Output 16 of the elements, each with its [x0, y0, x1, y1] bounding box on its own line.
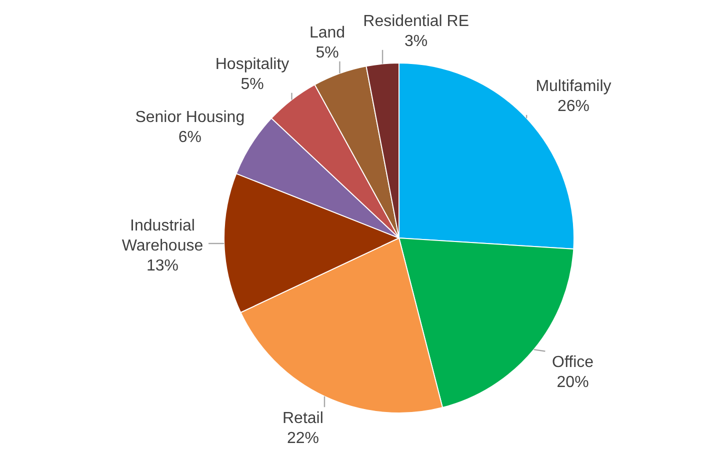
data-label: 13% [146, 258, 179, 275]
slice-label: Multifamily [536, 78, 612, 95]
data-label: 22% [286, 430, 319, 448]
slice-label: Retail [282, 410, 324, 428]
data-label: 5% [240, 76, 264, 93]
data-label: 5% [316, 44, 339, 62]
slice-label: Hospitality [215, 56, 290, 73]
slice-label: Land [310, 24, 346, 42]
data-label: 3% [404, 32, 428, 50]
slice-label: Office [552, 354, 594, 372]
slice-label: Senior Housing [135, 109, 245, 126]
data-label: 26% [557, 98, 590, 115]
data-label: 6% [178, 129, 202, 146]
slice-label: Industrial Warehouse [122, 218, 204, 255]
slice-label: Residential RE [363, 12, 470, 30]
data-label: 20% [556, 374, 589, 392]
